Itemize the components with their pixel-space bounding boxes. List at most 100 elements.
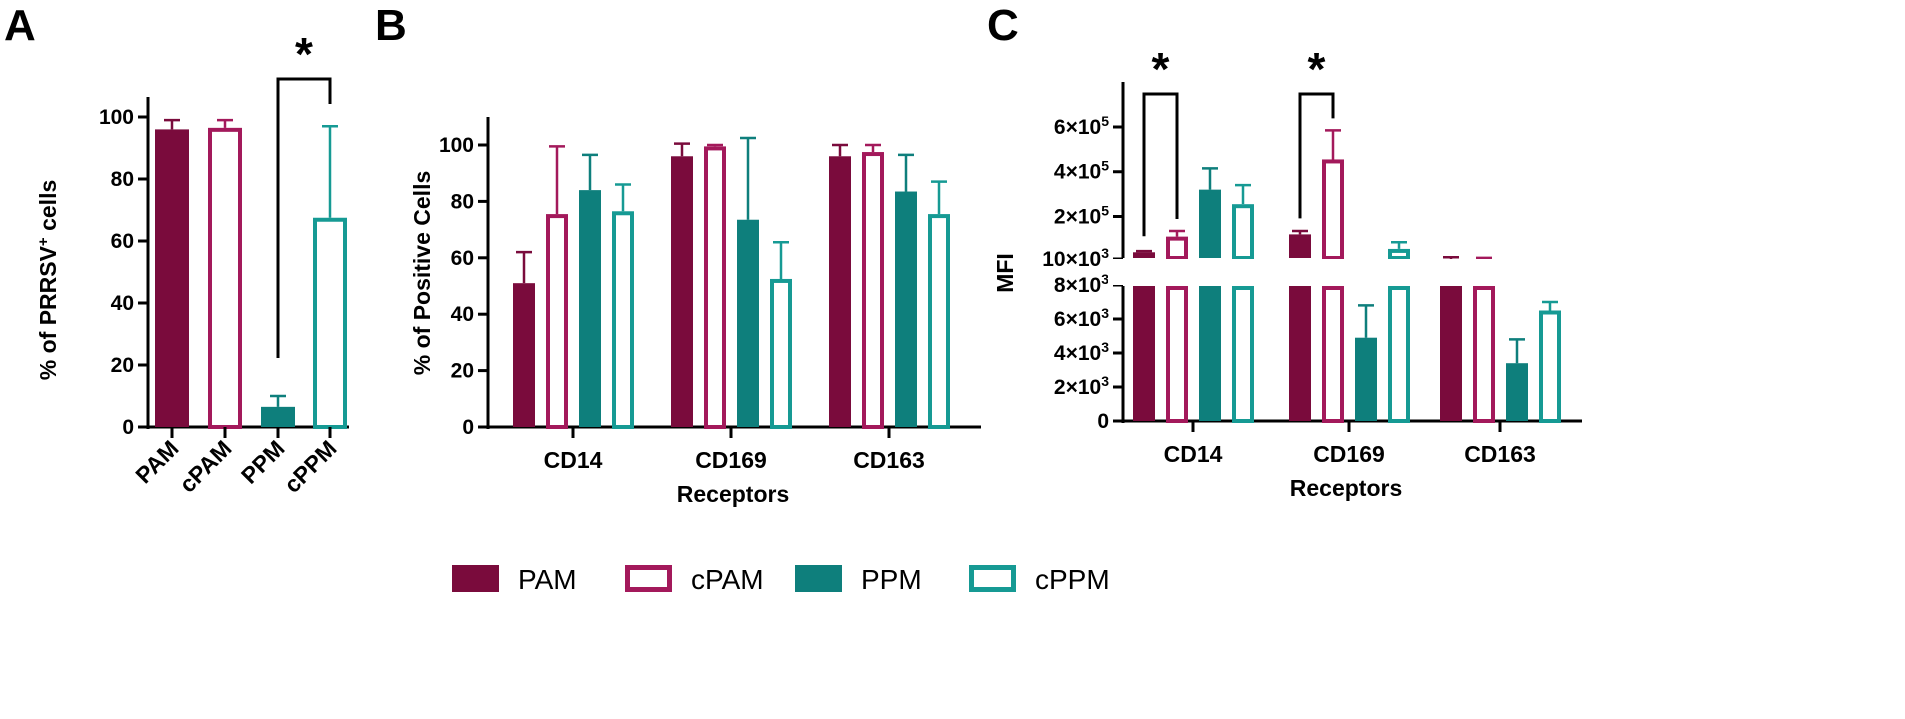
panel-c-bar-cd169-ppm <box>1355 337 1377 421</box>
panel-c-bar-lower-cd163-cpam <box>1473 286 1495 423</box>
panel-c-ytick-low-1: 2×103 <box>1054 373 1109 399</box>
panel-b-error-cd163-cppm <box>931 180 947 215</box>
panel-b-xtick-cd163: CD163 <box>853 447 925 473</box>
panel-b-bar-cd14-pam <box>513 283 535 427</box>
panel-c-error-cd163-ppm <box>1509 338 1525 364</box>
panel-c-error-cd14-cpam <box>1169 229 1185 237</box>
panel-c-error-cd169-ppm <box>1358 304 1374 338</box>
panel-b-error-cd14-cpam <box>549 145 565 215</box>
panel-b-bar-cd14-cppm <box>612 211 634 429</box>
panel-c-bar-lower-cd163-pam <box>1440 286 1462 421</box>
legend-swatch-cpam <box>625 565 672 592</box>
legend-label-pam: PAM <box>518 564 577 595</box>
panel-b-xtick-cd169: CD169 <box>695 447 767 473</box>
panel-b-error-cd169-cpam <box>707 143 723 147</box>
panel-a-error-cpam <box>217 118 233 128</box>
legend-label-cppm: cPPM <box>1035 564 1110 595</box>
panel-c-bar-lower-cd169-pam <box>1289 286 1311 421</box>
panel-c-error-cd169-cpam <box>1325 129 1341 160</box>
panel-c-significance-bracket-cd169 <box>1298 92 1335 219</box>
panel-c-bar-lower-cd14-ppm <box>1199 286 1221 421</box>
legend-swatch-ppm <box>795 565 842 592</box>
panel-b-ytick-80: 80 <box>451 190 474 213</box>
panel-b-bar-cd169-cppm <box>770 278 792 430</box>
panel-b-xlabel: Receptors <box>677 481 789 507</box>
panel-c-bar-cd163-ppm <box>1506 363 1528 421</box>
panel-c-xtick-cd14: CD14 <box>1164 441 1223 467</box>
panel-letter-b: B <box>375 1 407 50</box>
panel-a-error-ppm <box>270 394 286 407</box>
panel-c-bar-lower-cd169-cppm <box>1388 286 1410 423</box>
panel-b-bar-cd169-pam <box>671 156 693 427</box>
panel-letter-c: C <box>987 1 1019 50</box>
panel-a-xtick-cppm: cPPM <box>279 435 342 498</box>
panel-a-ytick-40: 40 <box>111 292 134 315</box>
panel-b-bar-cd163-ppm <box>895 191 917 427</box>
panel-a-ytick-60: 60 <box>111 230 134 253</box>
panel-b-bar-cd163-cpam <box>862 152 884 430</box>
legend-label-cpam: cPAM <box>691 564 764 595</box>
panel-b-bar-cd163-cppm <box>928 214 950 429</box>
panel-a-ytick-80: 80 <box>111 168 134 191</box>
panel-b-ytick-20: 20 <box>451 360 474 383</box>
panel-b-ytick-40: 40 <box>451 303 474 326</box>
panel-a-bar-pam <box>155 129 189 427</box>
panel-c-error-cd163-cpam <box>1476 256 1492 260</box>
panel-c-error-cd14-ppm <box>1202 167 1218 190</box>
panel-a-bar-cpam <box>208 127 242 429</box>
panel-b-error-cd169-cppm <box>773 241 789 279</box>
panel-b-error-cd163-ppm <box>898 153 914 192</box>
panel-c-ytick-low-4: 8×103 <box>1054 271 1109 297</box>
panel-c-ytick-low-0: 0 <box>1097 410 1109 433</box>
panel-a-bar-cppm <box>313 217 347 429</box>
panel-c-ytick-up-1: 2×105 <box>1054 202 1109 228</box>
panel-a-ytick-0: 0 <box>122 416 134 439</box>
panel-c-bar-lower-cd169-cpam <box>1322 286 1344 423</box>
panel-b-error-cd169-ppm <box>740 136 756 220</box>
panel-a-error-cppm <box>322 125 338 218</box>
panel-b-error-cd163-pam <box>832 143 848 157</box>
panel-a-error-pam <box>164 118 180 130</box>
panel-c-error-cd169-pam <box>1292 229 1308 235</box>
panel-c-ytick-up-3: 6×105 <box>1054 113 1109 139</box>
panel-c-error-cd163-pam <box>1443 255 1459 259</box>
panel-letter-a: A <box>4 1 36 50</box>
panel-b-bar-cd14-cpam <box>546 214 568 429</box>
panel-a-ytick-100: 100 <box>99 106 134 129</box>
panel-b-bar-cd14-ppm <box>579 190 601 427</box>
panel-c-error-cd14-cppm <box>1235 183 1251 205</box>
panel-b-bar-cd169-ppm <box>737 219 759 427</box>
panel-b-error-cd14-cppm <box>615 183 631 212</box>
legend: PAM cPAM PPM cPPM <box>452 564 1110 595</box>
panel-c-bar-upper-cd14-cppm <box>1232 204 1254 261</box>
panel-c-bar-cd163-cppm <box>1539 310 1561 423</box>
panel-b-chart: 0 20 40 60 80 100 CD14 CD169 CD163 <box>439 117 981 473</box>
panel-b-ytick-100: 100 <box>439 134 474 157</box>
panel-c-xtick-cd169: CD169 <box>1313 441 1385 467</box>
panel-c-bar-upper-cd169-cpam <box>1322 159 1344 260</box>
panel-b-xtick-cd14: CD14 <box>544 447 603 473</box>
panel-c-significance-star-cd169: * <box>1308 43 1326 95</box>
panel-b-error-cd163-cpam <box>865 143 881 153</box>
panel-c-significance-bracket-cd14 <box>1142 92 1179 237</box>
panel-b-ylabel: % of Positive Cells <box>409 171 435 376</box>
panel-a-ytick-20: 20 <box>111 354 134 377</box>
panel-c-bar-lower-cd14-pam <box>1133 286 1155 421</box>
legend-swatch-cppm <box>969 565 1016 592</box>
panel-c-ylabel: MFI <box>992 253 1018 293</box>
panel-c-bar-lower-cd14-cppm <box>1232 286 1254 423</box>
panel-c-bar-lower-cd14-cpam <box>1166 286 1188 423</box>
panel-b-bar-cd163-pam <box>829 156 851 427</box>
panel-c-error-cd169-cppm <box>1391 240 1407 249</box>
panel-c-xtick-cd163: CD163 <box>1464 441 1536 467</box>
panel-b-bar-cd169-cpam <box>704 146 726 429</box>
panel-c-bar-upper-cd169-pam <box>1289 234 1311 258</box>
panel-c-xlabel: Receptors <box>1290 475 1402 501</box>
panel-c-axis-break <box>1108 259 1588 285</box>
panel-a-xtick-cpam: cPAM <box>174 435 236 497</box>
panel-c-bar-upper-cd169-cppm <box>1388 248 1410 261</box>
legend-swatch-pam <box>452 565 499 592</box>
panel-a-ylabel: % of PRRSV+ cells <box>35 180 62 381</box>
